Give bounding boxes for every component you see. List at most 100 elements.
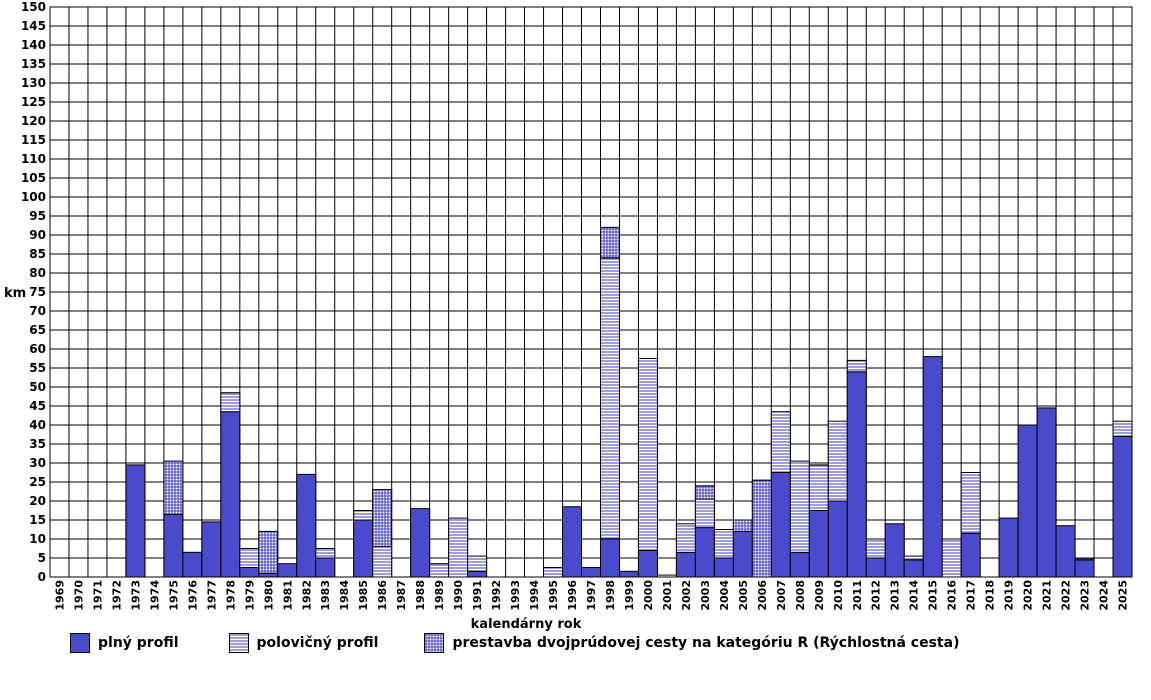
x-tick-label: 1984: [338, 580, 351, 611]
bar-full-profile: [562, 506, 583, 578]
y-tick-label: 10: [29, 532, 46, 546]
y-tick-label: 65: [29, 323, 46, 337]
bar-half-profile: [1074, 557, 1095, 561]
bar-full-profile: [732, 530, 753, 578]
x-tick-label: 1980: [262, 580, 275, 611]
legend-label: plný profil: [98, 635, 179, 651]
y-tick-labels: 0 5 10 15 20 25 30 35 40 45 50 55 60 65 70 75 80 85 90 95 10…: [21, 0, 46, 584]
x-tick-label: 2019: [1003, 580, 1016, 611]
y-tick-label: 130: [21, 76, 46, 90]
bar-full-profile: [713, 557, 734, 578]
x-tick-label: 1971: [91, 580, 104, 611]
bar-full-profile: [1074, 559, 1095, 578]
bar-rebuild-r: [732, 519, 753, 532]
bar-full-profile: [315, 557, 336, 578]
x-tick-label: 1977: [205, 580, 218, 611]
bar-full-profile: [599, 538, 620, 578]
bar-rebuild-r: [258, 530, 279, 574]
bar-half-profile: [903, 555, 924, 561]
bar-rebuild-r: [372, 489, 393, 548]
y-axis-label: km: [4, 286, 26, 301]
legend-item-full-profile: plný profil: [70, 633, 179, 653]
bar-full-profile: [922, 356, 943, 578]
x-axis-label: kalendárny rok: [471, 617, 582, 632]
x-tick-label: 1987: [395, 580, 408, 611]
legend-item-half-profile: polovičný profil: [228, 633, 378, 653]
bar-half-profile: [827, 420, 848, 502]
y-tick-label: 40: [29, 418, 46, 432]
y-tick-label: 75: [29, 285, 46, 299]
bar-full-profile: [770, 472, 791, 578]
y-tick-label: 70: [29, 304, 46, 318]
y-tick-label: 30: [29, 456, 46, 470]
bar-half-profile: [770, 411, 791, 474]
bar-full-profile: [277, 563, 298, 578]
y-tick-label: 85: [29, 247, 46, 261]
y-tick-label: 90: [29, 228, 46, 242]
x-tick-label: 1994: [528, 580, 541, 611]
x-tick-label: 2024: [1098, 580, 1111, 611]
bar-half-profile: [543, 567, 564, 578]
legend-label: prestavba dvojprúdovej cesty na kategóri…: [452, 635, 960, 651]
y-tick-label: 50: [29, 380, 46, 394]
bar-half-profile: [372, 546, 393, 578]
x-tick-label: 2022: [1060, 580, 1073, 611]
bar-full-profile: [220, 411, 241, 578]
x-tick-label: 1998: [604, 580, 617, 611]
bar-full-profile: [1017, 424, 1038, 578]
x-tick-label: 1997: [585, 580, 598, 611]
bar-full-profile: [618, 570, 639, 578]
legend-swatch-grid: [424, 633, 445, 653]
x-tick-label: 1993: [509, 580, 522, 611]
x-tick-label: 1992: [490, 580, 503, 611]
x-tick-labels: 1969 1970 1971 1972 1973 1974 1975 1976 1977 1978…: [53, 580, 1129, 611]
plot-frame: [49, 6, 1133, 578]
bar-half-profile: [220, 392, 241, 413]
bar-rebuild-r: [163, 460, 184, 515]
bar-half-profile: [353, 510, 374, 521]
x-tick-label: 2001: [661, 580, 674, 611]
y-tick-label: 45: [29, 399, 46, 413]
x-tick-label: 1982: [300, 580, 313, 611]
bar-half-profile: [637, 358, 658, 551]
legend: plný profil polovičný profil prestavba d…: [70, 630, 985, 656]
bar-half-profile: [239, 548, 260, 568]
y-tick-label: 120: [21, 114, 46, 128]
y-tick-label: 115: [21, 133, 46, 147]
bar-half-profile: [713, 529, 734, 559]
bar-half-profile: [448, 517, 469, 578]
bar-half-profile: [808, 464, 829, 511]
bar-half-profile: [789, 460, 810, 553]
x-tick-label: 2006: [756, 580, 769, 611]
bar-full-profile: [808, 510, 829, 578]
bar-rebuild-r: [751, 479, 772, 578]
y-tick-label: 25: [29, 475, 46, 489]
x-tick-label: 2008: [794, 580, 807, 611]
bar-half-profile: [467, 555, 488, 572]
bar-half-profile: [599, 257, 620, 540]
x-tick-label: 2017: [965, 580, 978, 611]
bar-half-profile: [865, 538, 886, 559]
x-tick-label: 1975: [167, 580, 180, 611]
x-tick-label: 1969: [53, 580, 66, 611]
bar-half-profile: [1112, 420, 1133, 437]
legend-swatch-horizontal: [228, 633, 249, 653]
bar-full-profile: [960, 532, 981, 578]
x-tick-label: 1990: [452, 580, 465, 611]
y-tick-label: 20: [29, 494, 46, 508]
x-tick-label: 2010: [832, 580, 845, 611]
x-tick-label: 2015: [927, 580, 940, 611]
bar-full-profile: [182, 551, 203, 578]
bar-full-profile: [998, 517, 1019, 578]
bar-full-profile: [1112, 435, 1133, 578]
bar-half-profile: [960, 472, 981, 534]
x-tick-label: 1995: [547, 580, 560, 611]
bar-half-profile: [941, 538, 962, 578]
bar-full-profile: [258, 572, 279, 578]
x-tick-label: 1996: [566, 580, 579, 611]
x-tick-label: 1989: [433, 580, 446, 611]
y-tick-label: 5: [38, 551, 46, 565]
x-tick-label: 1972: [110, 580, 123, 611]
bar-full-profile: [581, 567, 601, 578]
bar-half-profile: [694, 498, 715, 529]
